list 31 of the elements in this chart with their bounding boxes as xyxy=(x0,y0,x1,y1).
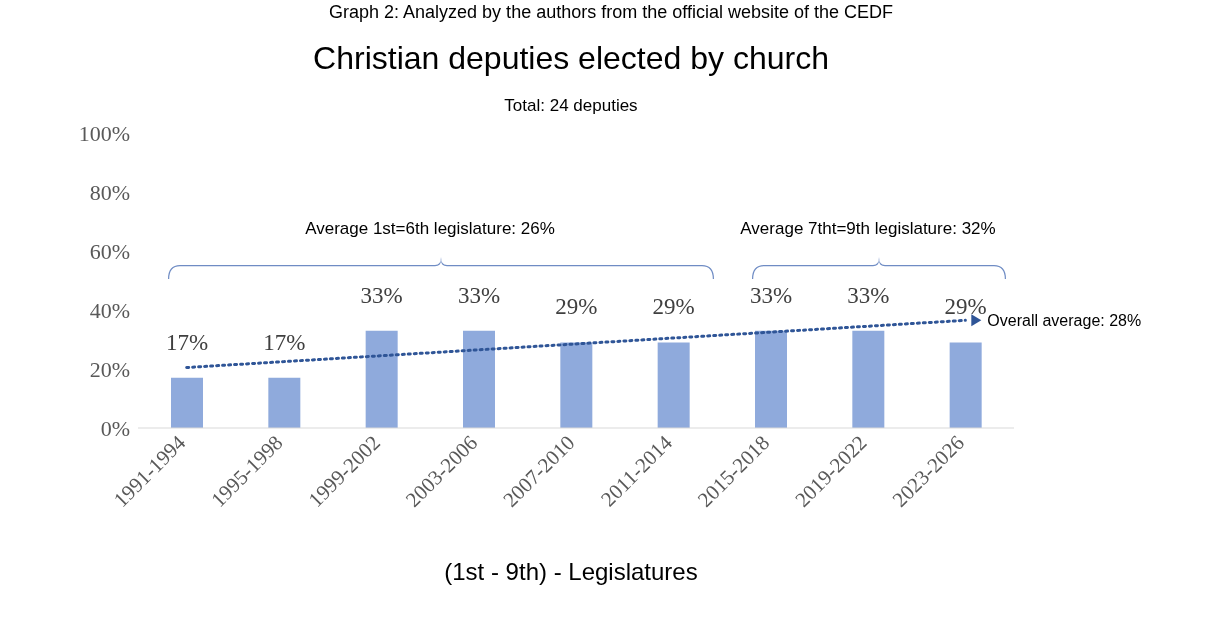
y-tick-label: 40% xyxy=(89,297,130,323)
x-axis-title: (1st - 9th) - Legislatures xyxy=(443,558,699,586)
y-tick-label: 0% xyxy=(100,415,130,441)
data-label: 29% xyxy=(944,294,987,320)
data-label: 33% xyxy=(457,282,501,308)
data-label: 17% xyxy=(165,329,209,355)
data-label: 33% xyxy=(749,282,793,308)
y-tick-label: 60% xyxy=(89,238,130,264)
chart-title: Christian deputies elected by church xyxy=(312,40,830,77)
bar xyxy=(463,330,495,428)
annotation: Average 7tht=9th legislature: 32% xyxy=(739,219,997,239)
data-label: 33% xyxy=(360,282,403,308)
data-label: 33% xyxy=(847,282,890,308)
bar xyxy=(560,342,593,428)
y-tick-label: 20% xyxy=(89,356,130,382)
data-label: 29% xyxy=(555,294,598,320)
y-tick-label: 80% xyxy=(89,179,130,205)
data-label: 29% xyxy=(652,294,695,320)
bar xyxy=(949,342,982,428)
caption: Graph 2: Analyzed by the authors from the official website of the CEDF xyxy=(328,2,894,23)
bar xyxy=(755,330,787,428)
bar xyxy=(852,330,885,428)
annotation: Average 1st=6th legislature: 26% xyxy=(304,219,556,239)
data-label: 17% xyxy=(263,329,306,355)
y-tick-label: 100% xyxy=(78,120,130,146)
series-label: Overall average: 28% xyxy=(987,312,1142,330)
bar xyxy=(171,377,203,428)
bar xyxy=(268,377,301,428)
chart-subtitle: Total: 24 deputies xyxy=(503,96,639,116)
bar xyxy=(365,330,398,428)
bar xyxy=(657,342,690,428)
